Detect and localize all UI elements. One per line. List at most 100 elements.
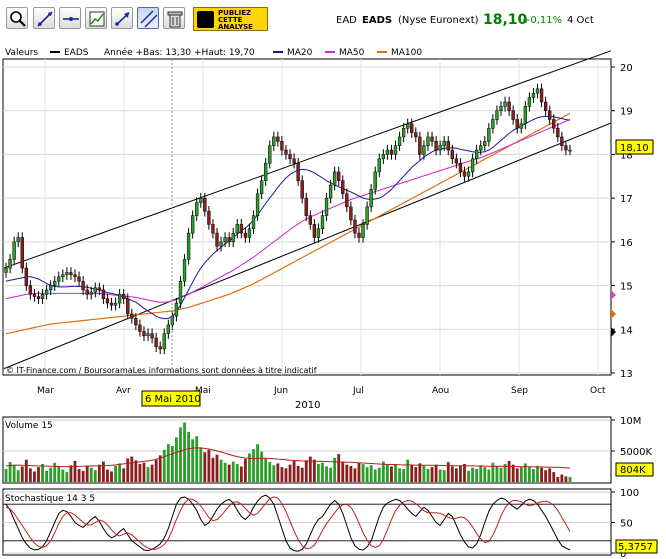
candle-body [288, 154, 292, 160]
legend-valeurs: Valeurs [5, 48, 38, 58]
volume-bar [430, 467, 434, 482]
stochastic-y-tick-label: 100 [620, 488, 639, 499]
channel-icon[interactable] [137, 7, 159, 29]
candle-body [24, 267, 28, 286]
candle-body [158, 346, 162, 350]
stochastic-d-line [5, 496, 571, 550]
volume-bar [154, 459, 158, 482]
candle-body [474, 149, 479, 160]
candle-body [101, 289, 106, 299]
candle-body [406, 123, 410, 129]
candle-body [113, 302, 118, 306]
publish-analysis-button[interactable]: PUBLIEZ CETTE ANALYSE [193, 7, 268, 31]
volume-bar [540, 467, 543, 482]
volume-gridlines [3, 419, 611, 452]
volume-bar [89, 467, 93, 482]
volume-bar [260, 451, 264, 482]
volume-bar [93, 470, 97, 482]
volume-y-axis: 10M 5000K [611, 416, 652, 458]
volume-bar [564, 476, 568, 482]
horizontal-line-icon[interactable] [59, 7, 81, 29]
candle-body [454, 158, 459, 164]
last-price-tag [615, 139, 654, 155]
candle-body [332, 171, 337, 186]
candle-body [442, 141, 446, 146]
volume-bar [24, 459, 28, 482]
volume-bar [308, 456, 312, 482]
volume-bar [219, 459, 223, 482]
price-y-tick-label: 19 [620, 107, 633, 118]
volume-bar [110, 471, 113, 482]
last-price-label: 18,10 [620, 143, 649, 154]
volume-bar [106, 469, 109, 482]
price-x-tick-label: Jul [352, 386, 364, 396]
volume-bar [317, 464, 320, 482]
volume-bar [454, 468, 458, 482]
volume-bar [515, 468, 519, 482]
volume-bar [483, 467, 487, 482]
candle-body [397, 136, 402, 146]
volume-bar [61, 469, 65, 482]
candle-body [93, 287, 97, 293]
volume-bar [329, 467, 333, 482]
year-label: 2010 [295, 400, 320, 411]
volume-bar [134, 460, 138, 482]
stochastic-title: Stochastique 14 3 5 [5, 494, 95, 504]
candle-body [511, 110, 515, 120]
volume-bars [4, 422, 572, 482]
volume-bar [300, 467, 304, 482]
candle-body [142, 331, 146, 337]
candle-body [337, 171, 341, 181]
stochastic-y-tick-label: 50 [620, 519, 633, 530]
draw-line-icon[interactable] [33, 7, 55, 29]
candle-body [57, 276, 61, 282]
candle-body [166, 324, 170, 334]
volume-bar [410, 465, 414, 482]
candle-body [264, 162, 268, 181]
volume-bar [57, 465, 61, 482]
candle-body [69, 272, 73, 275]
volume-bar [248, 453, 251, 482]
volume-bar [162, 449, 166, 482]
trend-arrow-icon[interactable] [111, 7, 133, 29]
zoom-icon[interactable] [6, 7, 28, 29]
candle-body [243, 232, 248, 238]
volume-bar [239, 466, 243, 482]
candle-body [470, 158, 475, 173]
candle-body [462, 171, 467, 177]
candle-body [150, 333, 154, 339]
candle-body [284, 149, 288, 155]
volume-bar [446, 462, 450, 482]
candle-body [203, 197, 207, 212]
trend-channel[interactable] [3, 50, 612, 370]
candle-body [20, 237, 24, 269]
volume-bar [73, 460, 77, 482]
candle-body [548, 110, 552, 120]
volume-bar [114, 465, 117, 482]
candle-body [531, 92, 536, 98]
candle-body [349, 206, 353, 221]
candle-body [353, 219, 357, 234]
price-x-tick-label: Aou [432, 386, 449, 396]
candle-body [503, 101, 507, 107]
volume-bar [126, 458, 130, 482]
volume-bar [333, 457, 337, 482]
publish-line-3: ANALYSE [218, 23, 253, 31]
candle-body [438, 145, 442, 151]
volume-bar [53, 462, 57, 482]
trash-icon[interactable] [163, 7, 185, 29]
volume-bar [85, 466, 89, 482]
candle-body [389, 149, 394, 155]
candle-body [146, 333, 150, 337]
price-x-tick-label: Jun [273, 386, 288, 396]
volume-bar [20, 466, 24, 482]
candle-body [418, 136, 422, 155]
indicator-icon[interactable] [85, 7, 107, 29]
volume-bar [264, 458, 268, 482]
volume-bar [252, 449, 255, 482]
volume-bar [479, 465, 483, 482]
price-y-tick-label: 18 [620, 150, 633, 161]
volume-bar [337, 454, 341, 482]
legend-ma20: MA20 [287, 48, 313, 58]
candle-body [373, 171, 377, 190]
